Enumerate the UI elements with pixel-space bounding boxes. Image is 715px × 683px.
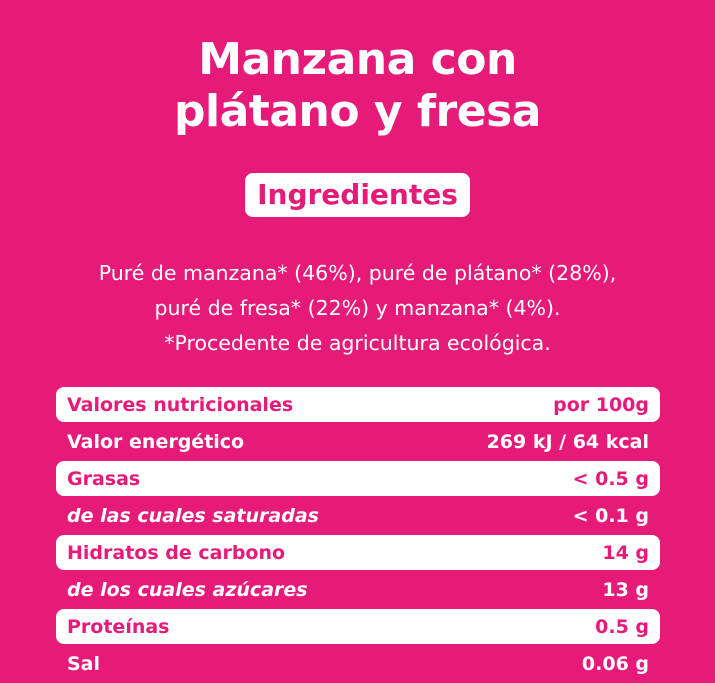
product-title: Manzana con plátano y fresa [0,34,715,138]
nutrition-header-label: Valores nutricionales [67,393,294,416]
nutrition-row-carbohydrates: Hidratos de carbono 14 g [56,535,660,570]
nutrition-table: Valores nutricionales por 100g Valor ene… [56,387,660,683]
ingredients-line-2: puré de fresa* (22%) y manzana* (4%). [154,296,561,320]
ingredients-footnote: *Procedente de agricultura ecológica. [164,331,551,355]
nutrition-row-fat: Grasas < 0.5 g [56,461,660,496]
nutrition-label-sugars: de los cuales azúcares [67,578,308,601]
nutrition-row-saturated-fat: de las cuales saturadas < 0.1 g [56,498,660,533]
ingredients-heading-wrapper: Ingredientes [0,173,715,217]
ingredients-line-1: Puré de manzana* (46%), puré de plátano*… [98,261,617,285]
product-title-line-2: plátano y fresa [174,86,541,137]
nutrition-header-row: Valores nutricionales por 100g [56,387,660,422]
nutrition-label-saturated-fat: de las cuales saturadas [67,504,319,527]
nutrition-value-protein: 0.5 g [595,615,649,638]
nutrition-value-salt: 0.06 g [581,652,649,675]
nutrition-label-fat: Grasas [67,467,141,490]
nutrition-value-carbohydrates: 14 g [602,541,649,564]
nutrition-label-protein: Proteínas [67,615,170,638]
nutrition-value-sugars: 13 g [602,578,649,601]
nutrition-label-salt: Sal [67,652,101,675]
nutrition-row-energy: Valor energético 269 kJ / 64 kcal [56,424,660,459]
nutrition-row-protein: Proteínas 0.5 g [56,609,660,644]
nutrition-header-value: por 100g [553,393,649,416]
nutrition-row-salt: Sal 0.06 g [56,646,660,681]
ingredients-heading: Ingredientes [245,173,470,217]
nutrition-row-sugars: de los cuales azúcares 13 g [56,572,660,607]
nutrition-value-energy: 269 kJ / 64 kcal [486,430,649,453]
product-title-line-1: Manzana con [198,34,517,85]
nutrition-value-saturated-fat: < 0.1 g [572,504,649,527]
nutrition-label-carbohydrates: Hidratos de carbono [67,541,286,564]
nutrition-label-energy: Valor energético [67,430,245,453]
ingredients-list: Puré de manzana* (46%), puré de plátano*… [0,256,715,361]
nutrition-value-fat: < 0.5 g [572,467,649,490]
